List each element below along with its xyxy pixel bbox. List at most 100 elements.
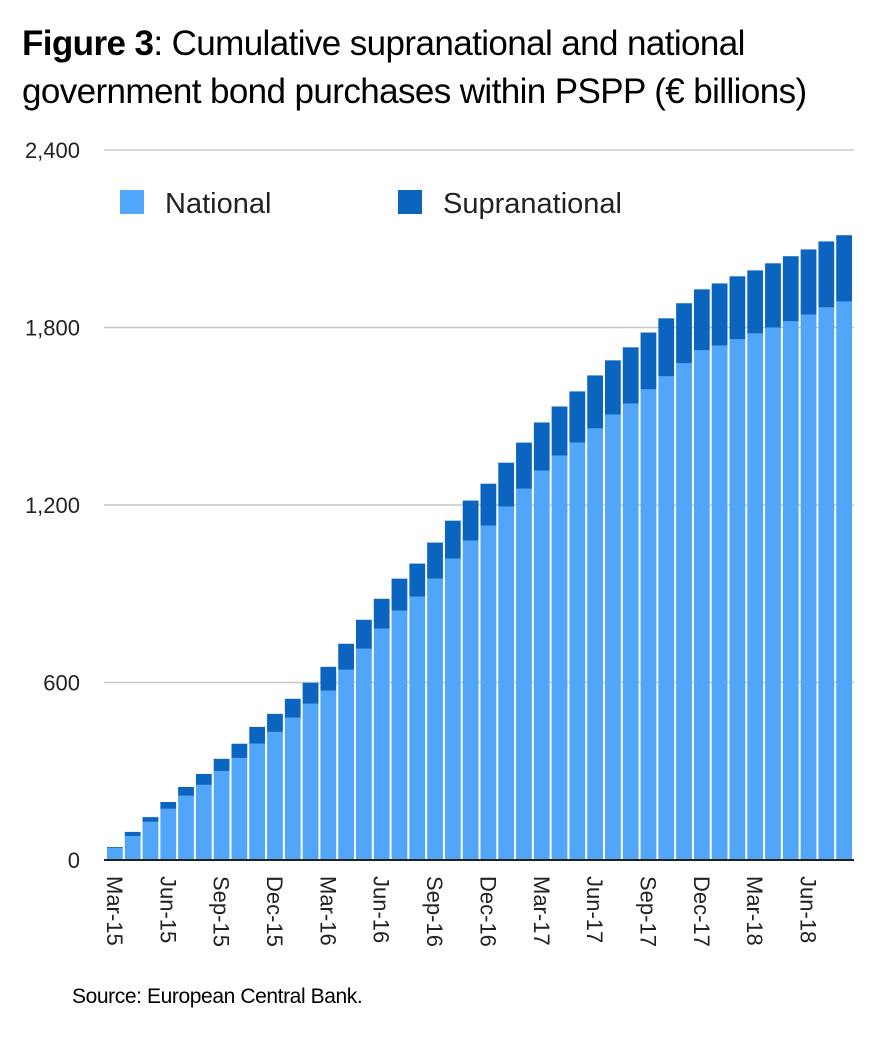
bar-national-Apr-17 xyxy=(551,455,568,860)
x-tick-label: Sep-16 xyxy=(422,876,447,947)
bar-supranational-Jul-17 xyxy=(605,360,621,415)
legend-swatch-supranational xyxy=(398,190,422,214)
bar-supranational-Aug-18 xyxy=(836,235,852,302)
bar-supranational-Nov-16 xyxy=(462,500,479,541)
bar-supranational-Jun-16 xyxy=(373,598,390,629)
bar-national-Mar-18 xyxy=(747,333,764,861)
bar-national-May-16 xyxy=(356,648,372,860)
x-tick-label: Mar-17 xyxy=(529,876,554,946)
bar-supranational-Oct-15 xyxy=(231,743,248,758)
legend-label-supranational: Supranational xyxy=(443,188,622,220)
bar-supranational-Feb-18 xyxy=(729,276,746,340)
bar-supranational-Mar-18 xyxy=(747,270,764,334)
source-note: Source: European Central Bank. xyxy=(72,985,362,1008)
y-tick-label: 2,400 xyxy=(25,138,80,163)
x-tick-label: Jun-18 xyxy=(796,876,821,943)
x-tick-label: Dec-16 xyxy=(475,876,500,947)
bar-supranational-Jan-16 xyxy=(284,698,301,718)
bar-supranational-Nov-15 xyxy=(249,726,266,744)
y-tick-label: 1,800 xyxy=(25,316,80,341)
bar-supranational-Sep-16 xyxy=(427,542,443,579)
bar-national-Jul-15 xyxy=(178,795,194,860)
bar-national-Nov-17 xyxy=(676,363,692,860)
bar-national-Oct-15 xyxy=(231,757,248,860)
bar-national-Feb-16 xyxy=(302,703,319,860)
bar-supranational-Jun-18 xyxy=(800,249,817,315)
figure-label: Figure 3 xyxy=(22,24,153,63)
bar-national-Apr-15 xyxy=(124,836,141,860)
bar-supranational-Aug-17 xyxy=(622,347,639,404)
y-tick-label: 600 xyxy=(43,671,80,696)
x-tick-label: Sep-17 xyxy=(635,876,660,947)
bar-supranational-Mar-17 xyxy=(533,422,550,471)
y-axis-ticks: 0 600 1,200 1,800 2,400 xyxy=(25,138,80,873)
bar-national-Jul-18 xyxy=(818,307,835,861)
bar-national-Aug-15 xyxy=(195,784,212,860)
bar-supranational-Mar-15 xyxy=(107,846,123,848)
bar-national-Jan-16 xyxy=(284,717,301,860)
bar-national-Oct-17 xyxy=(658,376,675,860)
bar-national-Dec-15 xyxy=(267,731,283,860)
bar-supranational-Apr-17 xyxy=(551,406,568,456)
bar-supranational-Oct-16 xyxy=(444,520,461,559)
x-tick-label: Mar-18 xyxy=(742,876,767,946)
bar-supranational-Oct-17 xyxy=(658,318,675,377)
bar-supranational-Jan-17 xyxy=(498,462,515,507)
bar-national-Mar-17 xyxy=(533,470,550,860)
bar-supranational-Aug-16 xyxy=(409,563,426,597)
bar-supranational-Jul-18 xyxy=(818,241,835,308)
bar-national-Sep-16 xyxy=(427,578,443,860)
bars xyxy=(107,235,852,861)
bar-national-Jul-17 xyxy=(605,414,621,860)
bar-supranational-Dec-15 xyxy=(267,713,283,732)
x-tick-label: Jun-15 xyxy=(155,876,180,943)
bar-national-Jun-15 xyxy=(160,808,177,860)
bar-supranational-Jul-16 xyxy=(391,578,408,611)
bar-national-May-18 xyxy=(782,321,799,861)
bar-supranational-Feb-16 xyxy=(302,682,319,704)
bar-national-Jun-18 xyxy=(800,314,817,860)
bar-national-Jul-16 xyxy=(391,610,408,860)
bar-supranational-Mar-16 xyxy=(320,666,337,691)
bar-national-Dec-17 xyxy=(693,350,710,860)
bar-supranational-May-15 xyxy=(142,817,159,822)
legend-swatch-national xyxy=(120,190,144,214)
bar-supranational-Apr-16 xyxy=(338,643,354,670)
chart-title-line2: government bond purchases within PSPP (€… xyxy=(22,72,807,111)
bar-supranational-Dec-17 xyxy=(693,289,710,351)
bar-supranational-Nov-17 xyxy=(676,303,692,364)
bar-national-May-17 xyxy=(569,442,586,860)
bar-supranational-Jul-15 xyxy=(178,786,194,796)
bar-national-Apr-18 xyxy=(765,327,781,860)
bar-supranational-Apr-18 xyxy=(765,263,781,328)
bar-supranational-Feb-17 xyxy=(516,442,532,489)
bar-national-Jan-18 xyxy=(711,345,728,860)
legend-label-national: National xyxy=(165,188,271,220)
x-tick-label: Jun-16 xyxy=(369,876,394,943)
bar-supranational-Sep-17 xyxy=(640,332,657,390)
bar-national-Dec-16 xyxy=(480,525,497,860)
bar-national-Nov-15 xyxy=(249,743,266,860)
y-tick-label: 1,200 xyxy=(25,493,80,518)
bar-national-Mar-15 xyxy=(107,847,123,860)
x-axis-ticks: Mar-15 Jun-15 Sep-15 Dec-15 Mar-16 Jun-16 Sep-… xyxy=(102,876,821,947)
legend: National Supranational xyxy=(120,188,622,220)
bar-national-Aug-17 xyxy=(622,403,639,860)
bar-national-May-15 xyxy=(142,821,159,860)
chart-title-line1: Figure 3: Cumulative supranational and n… xyxy=(22,24,745,63)
bar-national-Jan-17 xyxy=(498,506,515,860)
bar-national-Feb-17 xyxy=(516,488,532,860)
bar-national-Apr-16 xyxy=(338,669,354,860)
bar-national-Sep-17 xyxy=(640,389,657,860)
bar-national-Jun-17 xyxy=(587,428,603,860)
bar-national-Oct-16 xyxy=(444,558,461,860)
bar-supranational-Jun-17 xyxy=(587,375,603,429)
x-tick-label: Jun-17 xyxy=(582,876,607,943)
x-tick-label: Dec-17 xyxy=(689,876,714,947)
bar-national-Sep-15 xyxy=(213,770,230,860)
bar-supranational-Apr-15 xyxy=(124,831,141,837)
x-tick-label: Mar-15 xyxy=(102,876,127,946)
bar-supranational-Sep-15 xyxy=(213,758,230,771)
bar-national-Mar-16 xyxy=(320,690,337,860)
